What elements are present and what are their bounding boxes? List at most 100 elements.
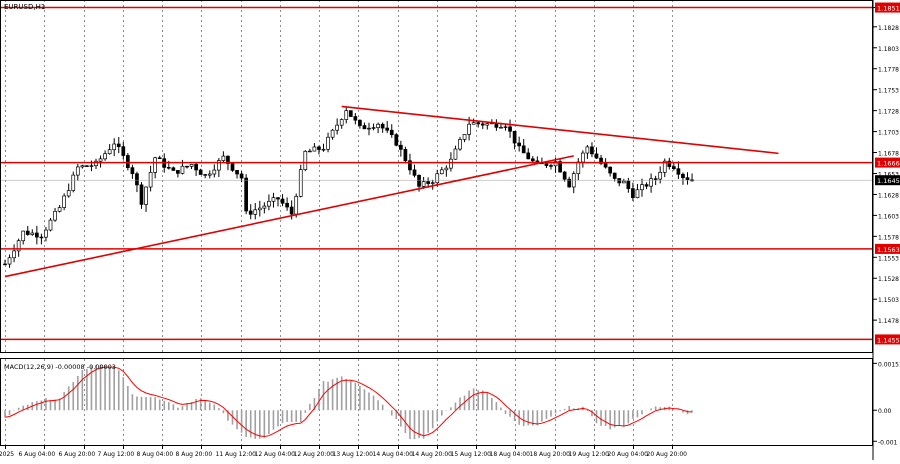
candle-body bbox=[567, 178, 572, 188]
trend-line-resistance bbox=[341, 105, 779, 155]
candle-body bbox=[157, 157, 162, 160]
candle-body bbox=[180, 165, 185, 174]
candle-body bbox=[612, 172, 617, 179]
candle-body bbox=[376, 123, 380, 128]
candle-body bbox=[635, 189, 640, 199]
price-tick-label: 1.1778 bbox=[878, 67, 899, 74]
levels-group bbox=[0, 6, 873, 341]
level-label: 1.1455 bbox=[877, 336, 900, 344]
candle-body bbox=[412, 169, 417, 176]
price-axis-group: 1.1851 1.1828 1.1803 1.1778 1.1753 1.1728 1.17… bbox=[873, 6, 899, 325]
candle-body bbox=[57, 207, 62, 212]
time-tick-label: 8 Aug 20:00 bbox=[176, 451, 213, 458]
candle-body bbox=[226, 155, 230, 164]
candle-body bbox=[458, 139, 462, 150]
candle-body bbox=[676, 168, 681, 175]
candle-body bbox=[276, 197, 280, 200]
candle-body bbox=[449, 158, 453, 169]
macd-tick-label: -0.001 bbox=[878, 439, 898, 446]
candle-body bbox=[303, 150, 308, 170]
symbol-label: EURUSD,H1 bbox=[4, 3, 45, 11]
time-tick-label: 11 Aug 12:00 bbox=[216, 451, 257, 458]
candle-body bbox=[444, 167, 449, 171]
candle-body bbox=[271, 197, 276, 202]
price-tick-label: 1.1603 bbox=[878, 213, 899, 220]
candle-body bbox=[66, 190, 71, 197]
candle-body bbox=[194, 163, 198, 171]
candle-body bbox=[344, 110, 349, 120]
candle-body bbox=[594, 153, 599, 159]
candle-body bbox=[62, 195, 67, 208]
time-tick-label: 19 Aug 12:00 bbox=[569, 451, 610, 458]
candle-body bbox=[116, 143, 121, 148]
candle-body bbox=[221, 155, 226, 161]
price-tick-label: 1.1553 bbox=[878, 255, 899, 262]
candle-body bbox=[476, 122, 481, 125]
trend-lines-group bbox=[4, 105, 779, 278]
candle-body bbox=[408, 160, 412, 171]
time-tick-label: 15 Aug 12:00 bbox=[451, 451, 492, 458]
candle-body bbox=[603, 163, 608, 168]
candle-body bbox=[339, 119, 344, 126]
candle-body bbox=[98, 158, 103, 162]
candle-body bbox=[585, 146, 590, 154]
candle-body bbox=[207, 173, 212, 176]
candle-body bbox=[521, 145, 526, 154]
candle-body bbox=[389, 129, 394, 136]
candle-body bbox=[499, 127, 503, 129]
candle-body bbox=[294, 195, 299, 215]
candle-body bbox=[230, 163, 235, 171]
candle-body bbox=[608, 166, 613, 174]
frame-group bbox=[0, 0, 874, 460]
candle-body bbox=[135, 173, 139, 186]
time-tick-label: 14 Aug 20:00 bbox=[412, 451, 453, 458]
candle-body bbox=[321, 148, 326, 151]
candle-body bbox=[212, 169, 217, 175]
time-tick-label: 8 Aug 04:00 bbox=[137, 451, 174, 458]
candle-body bbox=[462, 133, 467, 140]
time-tick-label: 18 Aug 20:00 bbox=[530, 451, 571, 458]
candle-body bbox=[662, 160, 667, 173]
candle-body bbox=[480, 123, 485, 126]
time-tick-label: 7 Aug 12:00 bbox=[98, 451, 135, 458]
candle-body bbox=[394, 134, 399, 146]
candle-body bbox=[671, 166, 676, 170]
candle-body bbox=[139, 184, 144, 205]
candle-body bbox=[644, 184, 649, 187]
candle-body bbox=[358, 119, 362, 126]
price-tick-label: 1.1628 bbox=[878, 192, 899, 199]
price-tick-label: 1.1478 bbox=[878, 318, 899, 325]
time-tick-label: 18 Aug 04:00 bbox=[490, 451, 531, 458]
candle-body bbox=[508, 126, 512, 132]
candle-body bbox=[380, 123, 385, 129]
candle-body bbox=[34, 232, 39, 238]
candle-body bbox=[530, 158, 535, 162]
candle-body bbox=[176, 170, 180, 174]
macd-tick-label: 0.00151 bbox=[878, 361, 900, 368]
candle-body bbox=[21, 230, 26, 242]
candle-body bbox=[430, 182, 435, 184]
time-tick-label: 6 Aug 04:00 bbox=[19, 451, 56, 458]
candle-body bbox=[148, 172, 153, 188]
candle-body bbox=[94, 160, 98, 167]
price-tick-label: 1.1703 bbox=[878, 130, 899, 137]
candle-body bbox=[335, 124, 339, 131]
current-price-bg bbox=[875, 175, 900, 186]
candle-body bbox=[253, 209, 258, 215]
trend-line-support bbox=[4, 155, 574, 278]
candle-body bbox=[439, 169, 444, 175]
macd-axis-group: 0.00151 0.00 -0.001 bbox=[873, 361, 900, 446]
time-tick-label: 14 Aug 04:00 bbox=[373, 451, 414, 458]
macd-label: MACD(12,26,9) -0.00008 -0.00003 bbox=[4, 363, 116, 371]
candle-body bbox=[631, 188, 635, 199]
price-tick-label: 1.1503 bbox=[878, 297, 899, 304]
candle-body bbox=[417, 174, 421, 187]
candle-body bbox=[590, 146, 594, 155]
level-label: 1.1851 bbox=[877, 5, 900, 13]
macd-histogram-group bbox=[4, 364, 693, 440]
time-tick-label: 5 Aug 2025 bbox=[0, 451, 14, 458]
candle-body bbox=[244, 177, 248, 212]
candle-body bbox=[308, 150, 312, 153]
candle-body bbox=[112, 143, 117, 151]
candle-body bbox=[562, 171, 567, 180]
